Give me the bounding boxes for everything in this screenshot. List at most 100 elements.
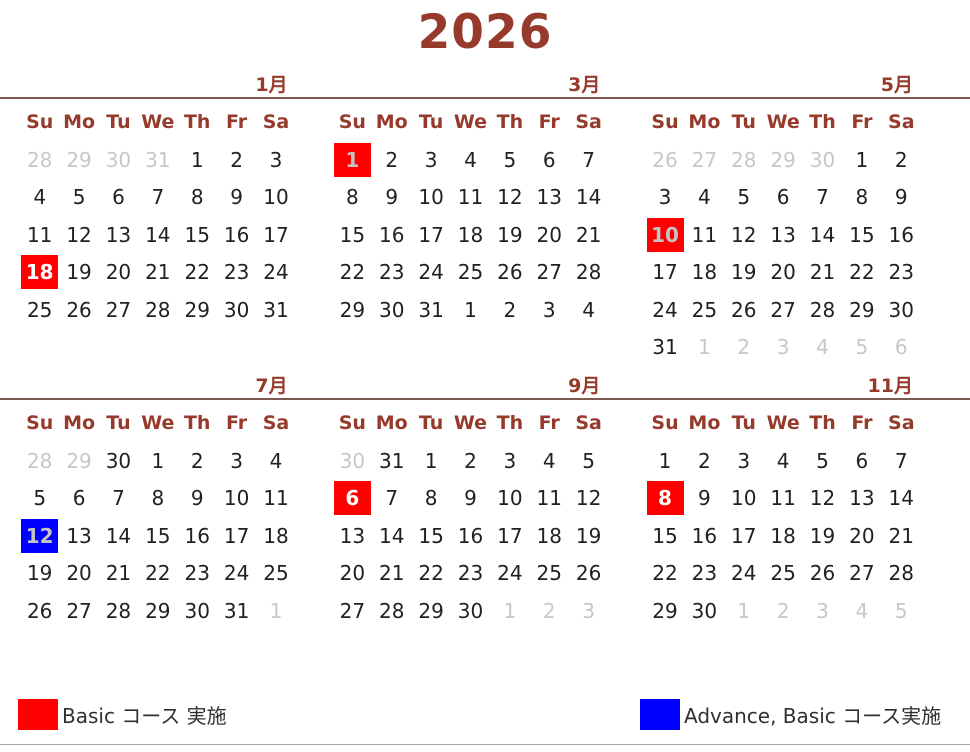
date-row: 26 27 28 29 30 31 1 — [20, 592, 296, 630]
date-cell: 6 — [530, 141, 569, 179]
date-number: 29 — [652, 598, 678, 623]
date-cell: 20 — [763, 254, 802, 292]
date-cell: 24 — [645, 291, 684, 329]
weekday-label: Tu — [418, 111, 444, 133]
date-number: 23 — [378, 260, 405, 285]
weekday-label: Fr — [226, 111, 248, 133]
date-cell: 4 — [256, 442, 295, 480]
date-row: 10 11 12 13 14 15 16 — [645, 216, 921, 254]
date-row: 20 21 22 23 24 25 26 — [333, 555, 609, 593]
date-number: 2 — [894, 147, 908, 172]
date-number: 3 — [503, 448, 517, 473]
date-cell: 4 — [451, 141, 490, 179]
date-number: 12 — [497, 185, 523, 210]
date-number: 30 — [809, 147, 836, 172]
date-cell: 20 — [530, 216, 569, 254]
month-titles-row: 7月 9月 11月 — [0, 374, 970, 398]
date-number: 28 — [888, 561, 914, 586]
date-cell: 27 — [685, 141, 724, 179]
date-number: 24 — [652, 297, 678, 322]
date-number: 21 — [575, 222, 602, 247]
date-number: 6 — [333, 481, 371, 516]
date-number: 3 — [776, 335, 790, 360]
weekday-label: Th — [183, 111, 211, 133]
date-number: 31 — [418, 297, 444, 322]
date-number: 18 — [536, 523, 562, 548]
date-number: 2 — [385, 147, 399, 172]
date-cell: 4 — [763, 442, 802, 480]
date-cell: 11 — [685, 216, 724, 254]
date-cell: 30 — [99, 442, 138, 480]
date-row: 6 7 8 9 10 11 12 — [333, 480, 609, 518]
date-cell: 26 — [490, 254, 529, 292]
date-cell: 5 — [59, 179, 98, 217]
date-cell: 23 — [217, 254, 256, 292]
date-cell: 6 — [333, 480, 372, 518]
date-cell: 24 — [256, 254, 295, 292]
date-number: 10 — [646, 217, 684, 252]
date-number: 11 — [26, 222, 53, 247]
date-cell: 29 — [178, 291, 217, 329]
date-number: 5 — [894, 598, 908, 623]
weekday-header-row: Su Mo Tu We Th Fr Sa — [333, 404, 609, 442]
date-number: 27 — [66, 598, 92, 623]
date-number: 22 — [418, 561, 444, 586]
date-number: 28 — [378, 598, 405, 623]
weekday-label: Tu — [106, 111, 131, 133]
date-number: 4 — [33, 185, 47, 210]
date-cell: 1 — [724, 592, 763, 630]
date-number: 28 — [575, 260, 602, 285]
date-cell: 7 — [138, 179, 177, 217]
date-cell: 25 — [20, 291, 59, 329]
date-number: 17 — [497, 523, 523, 548]
date-number: 25 — [536, 561, 562, 586]
date-cell: 2 — [763, 592, 802, 630]
date-number: 20 — [339, 561, 366, 586]
weekday-label: Mo — [375, 412, 408, 434]
date-number: 22 — [339, 260, 366, 285]
date-cell: 30 — [882, 291, 921, 329]
date-number: 29 — [339, 297, 366, 322]
weekday-label: Sa — [262, 412, 290, 434]
date-cell: 23 — [372, 254, 411, 292]
weekday-label: Mo — [63, 111, 96, 133]
date-number: 30 — [457, 598, 484, 623]
weekday-label: Su — [26, 111, 54, 133]
date-cell: 18 — [530, 517, 569, 555]
date-cell: 14 — [372, 517, 411, 555]
date-number: 21 — [378, 561, 405, 586]
date-number: 29 — [184, 297, 210, 322]
date-cell: 6 — [763, 179, 802, 217]
date-number: 3 — [658, 185, 672, 210]
date-cell: 22 — [178, 254, 217, 292]
date-row: 13 14 15 16 17 18 19 — [333, 517, 609, 555]
date-number: 24 — [497, 561, 523, 586]
date-number: 4 — [776, 448, 790, 473]
date-cell: 8 — [138, 480, 177, 518]
date-number: 9 — [698, 486, 711, 511]
date-cell: 26 — [803, 555, 842, 593]
date-cell: 16 — [217, 216, 256, 254]
weekday-label: Fr — [538, 111, 560, 133]
month-title: 3月 — [568, 74, 601, 96]
date-cell: 1 — [333, 141, 372, 179]
date-number: 21 — [809, 260, 836, 285]
date-cell: 2 — [451, 442, 490, 480]
date-row: 19 20 21 22 23 24 25 — [20, 555, 296, 593]
date-number: 28 — [26, 448, 53, 473]
date-number: 2 — [737, 335, 751, 360]
date-cell: 17 — [724, 517, 763, 555]
date-row: 22 23 24 25 26 27 28 — [333, 254, 609, 292]
date-cell: 4 — [685, 179, 724, 217]
date-number: 24 — [263, 260, 289, 285]
date-number: 28 — [809, 297, 836, 322]
weekday-label: Sa — [575, 111, 602, 133]
date-number: 27 — [770, 297, 796, 322]
date-row: 31 1 2 3 4 5 6 — [645, 329, 921, 367]
date-number: 27 — [691, 147, 718, 172]
date-number: 1 — [424, 448, 438, 473]
date-number: 27 — [105, 297, 132, 322]
date-cell: 16 — [372, 216, 411, 254]
date-cell: 2 — [882, 141, 921, 179]
